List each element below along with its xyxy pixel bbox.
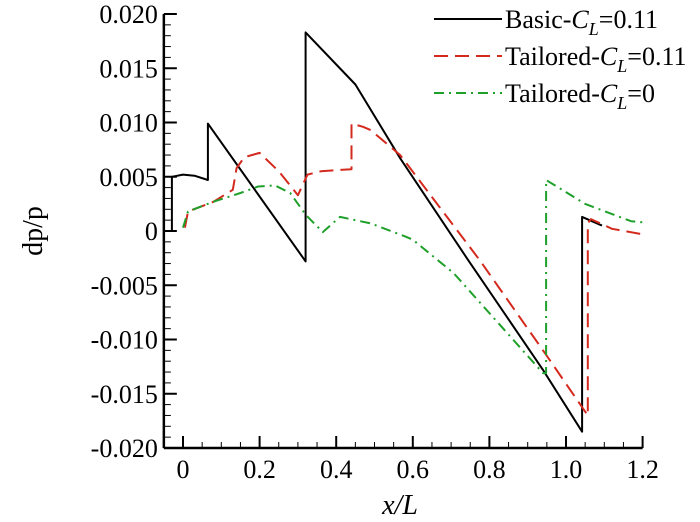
y-tick-label: -0.005 [91,271,158,300]
x-tick-label: 0.4 [320,455,353,484]
y-axis-label: dp/p [18,206,49,256]
legend-label: Tailored-CL=0.11 [505,42,686,76]
x-axis-label: x/L [381,490,418,521]
y-tick-label: -0.015 [91,380,158,409]
ticks: -0.020 -0.015 -0.010 -0.005 0 0.005 0.010 0.015… [91,0,659,484]
y-tick-label: 0.005 [99,163,158,192]
x-tick-label: 0.6 [397,455,430,484]
y-tick-label: 0.010 [99,109,158,138]
x-tick-label: 0 [177,455,190,484]
x-tick-label: 0.8 [473,455,506,484]
y-tick-label: 0 [145,217,158,246]
x-tick-label: 1.2 [626,455,659,484]
series-line-dashdot [182,179,643,375]
legend-label: Basic-CL=0.11 [505,5,658,39]
y-tick-label: -0.010 [91,326,158,355]
series-layer [170,31,643,433]
y-tick-label: 0.020 [99,0,158,29]
legend: Basic-CL=0.11Tailored-CL=0.11Tailored-CL… [434,5,686,113]
series-line-dashed [183,122,643,417]
series-line-solid [170,31,603,433]
y-tick-label: 0.015 [99,54,158,83]
legend-label: Tailored-CL=0 [505,79,655,113]
x-tick-label: 1.0 [550,455,583,484]
y-tick-label: -0.020 [91,434,158,463]
x-tick-label: 0.2 [243,455,276,484]
